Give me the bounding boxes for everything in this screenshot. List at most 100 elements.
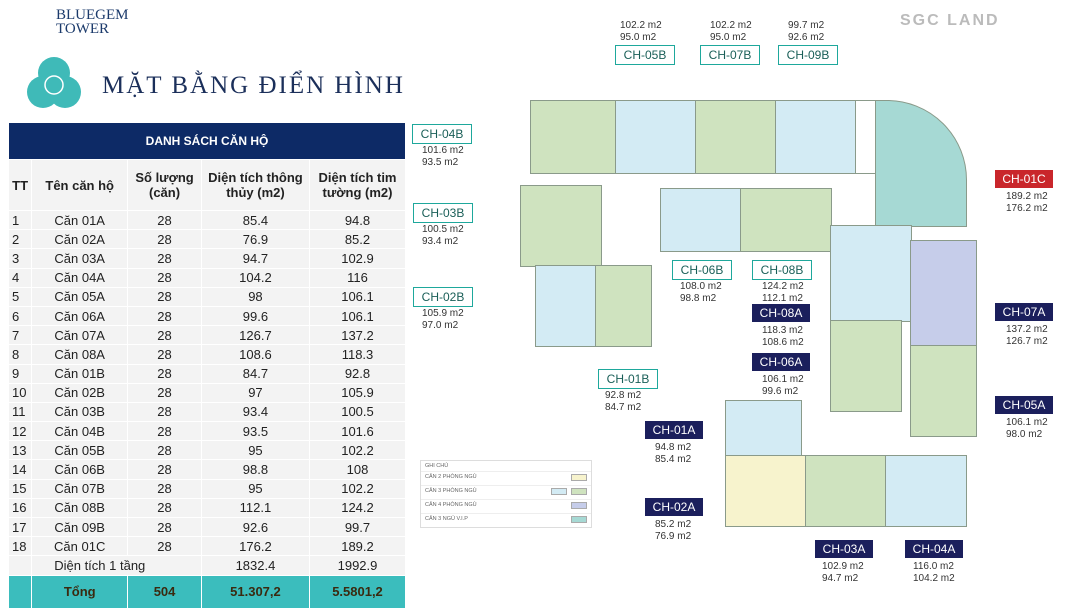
unit-area: 85.2 m2 76.9 m2 — [655, 519, 691, 543]
table-cell: 84.7 — [200, 363, 310, 384]
table-row: 1 Căn 01A 28 85.4 94.8 — [7, 209, 407, 231]
table-cell: 2 — [7, 229, 33, 250]
unit-area: 124.2 m2 112.1 m2 — [762, 281, 804, 305]
table-cell: 14 — [7, 459, 33, 480]
table-cell: 17 — [7, 516, 33, 538]
legend-title: GHI CHÚ — [425, 463, 449, 469]
table-cell: 28 — [127, 382, 202, 403]
table-cell: 28 — [127, 516, 202, 538]
gross-area: 189.2 m2 — [1006, 191, 1048, 202]
table-cell: 102.2 — [308, 478, 407, 499]
unit-label-ch-08b: CH-08B — [752, 260, 812, 280]
total-gross: 5.5801,2 — [308, 574, 407, 609]
table-cell: 95 — [200, 440, 310, 461]
total-row: Tổng 504 51.307,2 5.5801,2 — [7, 574, 407, 609]
net-area: 108.6 m2 — [762, 337, 804, 348]
table-cell: 28 — [127, 209, 202, 231]
unit-area: 189.2 m2 176.2 m2 — [1006, 191, 1048, 215]
table-cell: 118.3 — [308, 344, 407, 365]
table-row: 17 Căn 09B 28 92.6 99.7 — [7, 516, 407, 538]
table-cell: 28 — [127, 286, 202, 307]
table-cell: 108 — [308, 459, 407, 480]
table-cell: 28 — [127, 305, 202, 327]
column-header: Tên căn hộ — [31, 159, 129, 211]
legend-swatch — [551, 488, 567, 495]
gross-area: 99.7 m2 — [788, 20, 825, 31]
table-cell: 93.5 — [200, 421, 310, 442]
floor-area-label: Diện tích 1 tầng — [31, 555, 202, 576]
table-cell: 126.7 — [200, 325, 310, 346]
table-cell: 108.6 — [200, 344, 310, 365]
table-cell: 28 — [127, 497, 202, 519]
sgc-land-logo: SGC LAND — [900, 12, 1000, 29]
gross-area: 92.8 m2 — [605, 390, 642, 401]
table-cell: 28 — [127, 267, 202, 288]
table-cell: Căn 01B — [31, 363, 129, 384]
table-row: 10 Căn 02B 28 97 105.9 — [7, 382, 407, 403]
table-row: 13 Căn 05B 28 95 102.2 — [7, 440, 407, 461]
legend-swatch — [571, 516, 587, 523]
table-cell: 76.9 — [200, 229, 310, 250]
unit-area: 106.1 m2 98.0 m2 — [1006, 417, 1048, 441]
table-row: 5 Căn 05A 28 98 106.1 — [7, 286, 407, 307]
gross-area: 94.8 m2 — [655, 442, 692, 453]
table-cell: 98.8 — [200, 459, 310, 480]
table-cell: 1 — [7, 209, 33, 231]
gross-area: 124.2 m2 — [762, 281, 804, 292]
trefoil-logo-icon — [27, 57, 81, 108]
table-row: 12 Căn 04B 28 93.5 101.6 — [7, 421, 407, 442]
table-cell: 13 — [7, 440, 33, 461]
table-cell: 97 — [200, 382, 310, 403]
unit-label-ch-02a: CH-02A — [645, 498, 703, 516]
net-area: 94.7 m2 — [822, 573, 859, 584]
table-cell: 4 — [7, 267, 33, 288]
table-cell: 28 — [127, 229, 202, 250]
table-row: 2 Căn 02A 28 76.9 85.2 — [7, 229, 407, 250]
table-cell: 94.7 — [200, 248, 310, 269]
table-cell: 15 — [7, 478, 33, 499]
table-cell: 176.2 — [200, 536, 310, 557]
table-cell: 92.6 — [200, 516, 310, 538]
table-row: 18 Căn 01C 28 176.2 189.2 — [7, 536, 407, 557]
table-cell: 106.1 — [308, 305, 407, 327]
table-cell: 112.1 — [200, 497, 310, 519]
table-row: 9 Căn 01B 28 84.7 92.8 — [7, 363, 407, 384]
unit-area: 118.3 m2 108.6 m2 — [762, 325, 804, 349]
table-cell: 8 — [7, 344, 33, 365]
table-cell: 11 — [7, 401, 33, 423]
table-row: 4 Căn 04A 28 104.2 116 — [7, 267, 407, 288]
table-cell: Căn 01A — [31, 209, 129, 231]
table-cell: Căn 01C — [31, 536, 129, 557]
page-title: MẶT BẰNG ĐIỂN HÌNH — [102, 72, 405, 99]
gross-area: 100.5 m2 — [422, 224, 464, 235]
apartment-table: DANH SÁCH CĂN HỘ TT Tên căn hộ Số lượng (c… — [7, 122, 407, 609]
table-cell: 3 — [7, 248, 33, 269]
table-row: 15 Căn 07B 28 95 102.2 — [7, 478, 407, 499]
table-row: 14 Căn 06B 28 98.8 108 — [7, 459, 407, 480]
table-cell: 102.2 — [308, 440, 407, 461]
table-cell: 93.4 — [200, 401, 310, 423]
table-cell: 137.2 — [308, 325, 407, 346]
table-cell: Căn 05A — [31, 286, 129, 307]
table-cell: 7 — [7, 325, 33, 346]
table-cell: Căn 08B — [31, 497, 129, 519]
unit-label-ch-01a: CH-01A — [645, 421, 703, 439]
table-cell: Căn 02A — [31, 229, 129, 250]
unit-area: 94.8 m2 85.4 m2 — [655, 442, 691, 466]
table-cell: 18 — [7, 536, 33, 557]
table-cell: Căn 02B — [31, 382, 129, 403]
table-cell: Căn 08A — [31, 344, 129, 365]
table-row: 7 Căn 07A 28 126.7 137.2 — [7, 325, 407, 346]
net-area: 95.0 m2 — [620, 32, 657, 43]
brand-line1: BLUEGEM — [56, 7, 129, 23]
table-cell: 85.4 — [200, 209, 310, 231]
unit-area: 102.2 m2 95.0 m2 — [620, 20, 662, 44]
table-cell: Căn 04B — [31, 421, 129, 442]
net-area: 104.2 m2 — [913, 573, 955, 584]
table-cell: 95 — [200, 478, 310, 499]
table-cell: 102.9 — [308, 248, 407, 269]
unit-label-ch-01b: CH-01B — [598, 369, 658, 389]
table-row: 3 Căn 03A 28 94.7 102.9 — [7, 248, 407, 269]
table-cell: 116 — [308, 267, 407, 288]
unit-label-ch-07b: CH-07B — [700, 45, 760, 65]
